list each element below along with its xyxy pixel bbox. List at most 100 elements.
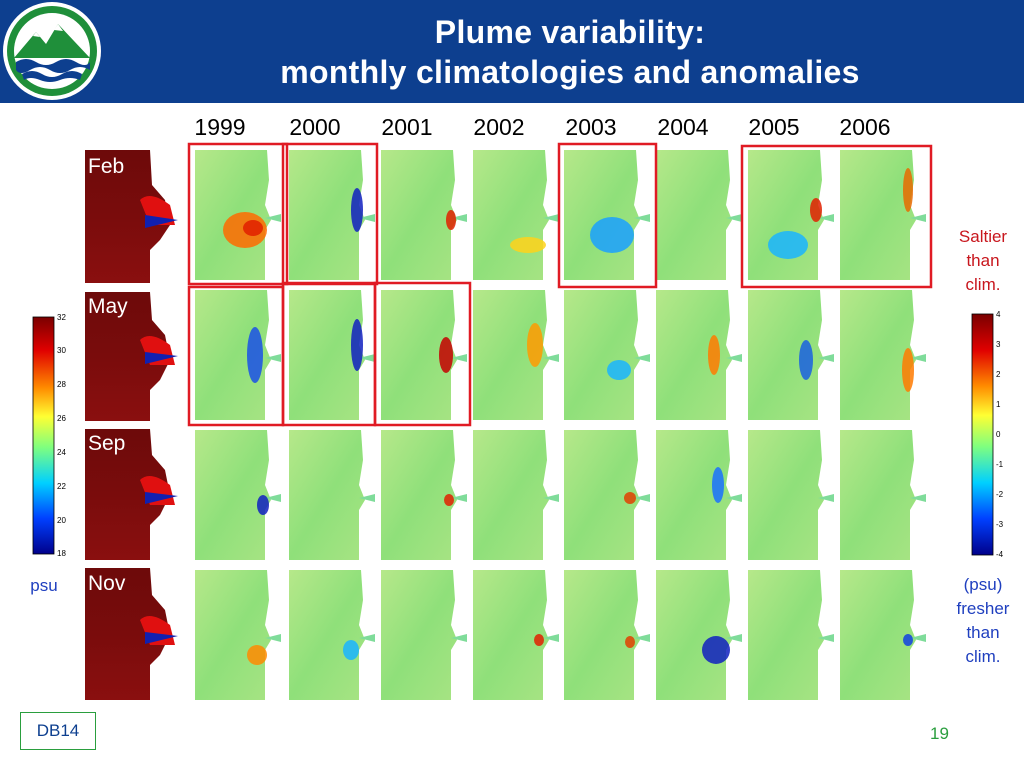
month-label: Nov	[88, 572, 126, 595]
anomaly-map-panel	[289, 430, 369, 560]
land-mask	[634, 290, 648, 420]
anomaly-map-panel	[195, 430, 275, 560]
land-mask	[451, 570, 465, 700]
anomaly-blob	[903, 168, 913, 212]
anomaly-blob	[510, 237, 546, 253]
slide-title: Plume variability: monthly climatologies…	[150, 12, 990, 92]
colorbar-tick: 3	[996, 340, 1001, 349]
highlight-box-may-2001	[373, 281, 472, 427]
anomaly-blob	[712, 467, 724, 503]
anomaly-map-panel	[748, 430, 828, 560]
title-line-2: monthly climatologies and anomalies	[280, 54, 860, 90]
land-mask	[265, 150, 279, 280]
anomaly-map-panel	[564, 150, 644, 280]
river-estuary	[910, 214, 926, 222]
year-label: 2001	[381, 114, 433, 140]
river-estuary	[359, 354, 375, 362]
river-estuary	[910, 494, 926, 502]
river-estuary	[634, 214, 650, 222]
land-mask	[359, 290, 373, 420]
colorbar-tick: 2	[996, 370, 1001, 379]
anomaly-blob	[810, 198, 822, 222]
land-mask	[818, 570, 832, 700]
land-mask	[359, 150, 373, 280]
anomaly-blob	[527, 323, 543, 367]
anomaly-map-panel	[656, 570, 736, 700]
land-mask	[451, 290, 465, 420]
highlight-box-feb-2003	[557, 142, 658, 289]
land-mask	[359, 570, 373, 700]
anomaly-map-panel	[473, 150, 553, 280]
land-mask	[543, 430, 557, 560]
land-mask	[818, 430, 832, 560]
river-estuary	[265, 494, 281, 502]
salinity-colorbar	[32, 316, 55, 555]
colorbar-tick: 20	[57, 516, 66, 525]
anomaly-map-panel	[748, 290, 828, 420]
river-estuary	[543, 634, 559, 642]
year-label: 1999	[194, 114, 246, 140]
river-estuary	[265, 634, 281, 642]
colorbar-unit-label: psu	[30, 576, 58, 595]
title-line-1: Plume variability:	[434, 14, 706, 50]
year-label: 2006	[839, 114, 891, 140]
land-mask	[265, 430, 279, 560]
anomaly-blob	[439, 337, 453, 373]
land-mask	[910, 150, 924, 280]
river-estuary	[726, 634, 742, 642]
climatology-column	[85, 150, 178, 700]
land-mask	[451, 150, 465, 280]
anomaly-map-panel	[289, 570, 369, 700]
year-label: 2003	[565, 114, 617, 140]
anomaly-map-panel	[195, 570, 275, 700]
river-estuary	[359, 494, 375, 502]
anomaly-blob	[799, 340, 813, 380]
land-mask	[726, 290, 740, 420]
river-estuary	[726, 354, 742, 362]
land-mask	[726, 570, 740, 700]
colorbar-tick: 0	[996, 430, 1001, 439]
anomaly-blob	[351, 319, 363, 371]
anomaly-blob	[351, 188, 363, 232]
river-estuary	[359, 634, 375, 642]
river-estuary	[910, 634, 926, 642]
anomaly-blob	[243, 220, 263, 236]
month-label: Sep	[88, 432, 126, 455]
land-mask	[451, 430, 465, 560]
land-mask	[634, 430, 648, 560]
highlight-boxes	[187, 142, 933, 427]
month-label: May	[88, 295, 128, 318]
land-mask	[634, 150, 648, 280]
anomaly-blob	[247, 327, 263, 383]
land-mask	[265, 570, 279, 700]
land-mask	[543, 290, 557, 420]
river-estuary	[543, 354, 559, 362]
land-mask	[634, 570, 648, 700]
land-mask	[910, 570, 924, 700]
colorbar-tick: 30	[57, 346, 66, 355]
river-estuary	[726, 214, 742, 222]
anomaly-blob	[444, 494, 454, 506]
highlight-box-feb-2005-2006	[740, 144, 933, 289]
anomaly-blob	[607, 360, 631, 380]
land-mask	[265, 290, 279, 420]
colorbar-tick: -4	[996, 550, 1004, 559]
organization-logo	[3, 2, 101, 100]
land-mask	[543, 570, 557, 700]
year-label: 2002	[473, 114, 525, 140]
colorbar-tick: 24	[57, 448, 66, 457]
river-estuary	[265, 354, 281, 362]
land-mask	[726, 150, 740, 280]
anomaly-map-panel	[564, 570, 644, 700]
anomaly-maps	[195, 150, 926, 700]
colorbar-tick: -2	[996, 490, 1004, 499]
page-number: 19	[930, 724, 949, 743]
anomaly-blob	[446, 210, 456, 230]
river-estuary	[818, 494, 834, 502]
anomaly-blob	[247, 645, 267, 665]
anomaly-map-panel	[656, 430, 736, 560]
land-mask	[543, 150, 557, 280]
river-estuary	[359, 214, 375, 222]
colorbar-tick: -1	[996, 460, 1004, 469]
